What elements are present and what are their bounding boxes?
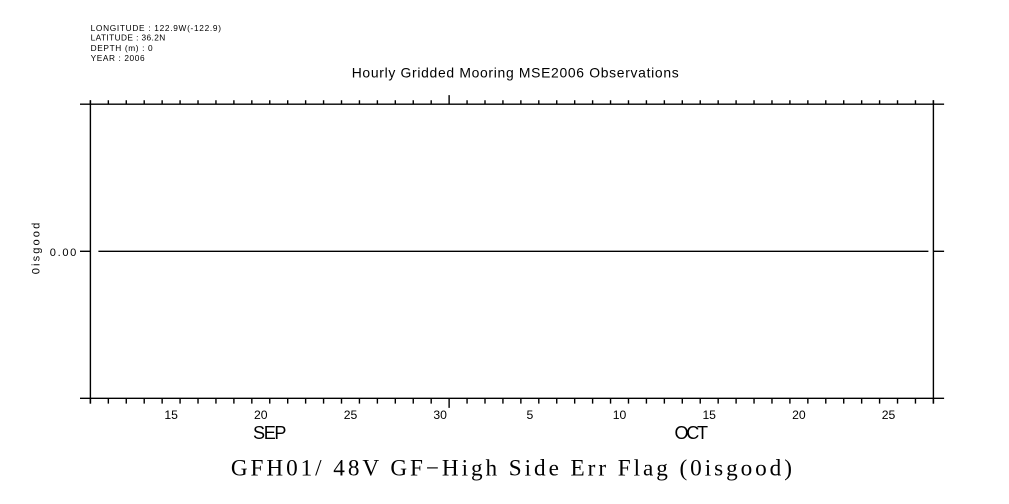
svg-text:Hourly Gridded Mooring MSE2006: Hourly Gridded Mooring MSE2006 Observati… [352, 65, 679, 81]
svg-text:YEAR : 2006: YEAR : 2006 [91, 53, 145, 63]
svg-text:GFH01/ 48V GF−High Side Err Fl: GFH01/ 48V GF−High Side Err Flag (0isgoo… [231, 456, 792, 482]
svg-text:LATITUDE : 36.2N: LATITUDE : 36.2N [91, 33, 166, 43]
svg-text:0.00: 0.00 [50, 247, 77, 259]
svg-text:0isgood: 0isgood [31, 223, 43, 275]
svg-text:SEP: SEP [253, 423, 287, 443]
svg-text:10: 10 [613, 408, 627, 422]
svg-text:5: 5 [526, 408, 533, 422]
svg-text:OCT: OCT [675, 423, 709, 443]
svg-text:20: 20 [254, 408, 268, 422]
svg-text:15: 15 [164, 408, 178, 422]
svg-text:15: 15 [702, 408, 716, 422]
svg-text:25: 25 [344, 408, 358, 422]
svg-text:LONGITUDE : 122.9W(-122.9): LONGITUDE : 122.9W(-122.9) [91, 23, 222, 33]
svg-text:DEPTH (m) : 0: DEPTH (m) : 0 [91, 43, 153, 53]
svg-text:20: 20 [792, 408, 806, 422]
svg-text:30: 30 [433, 408, 447, 422]
svg-text:25: 25 [882, 408, 896, 422]
